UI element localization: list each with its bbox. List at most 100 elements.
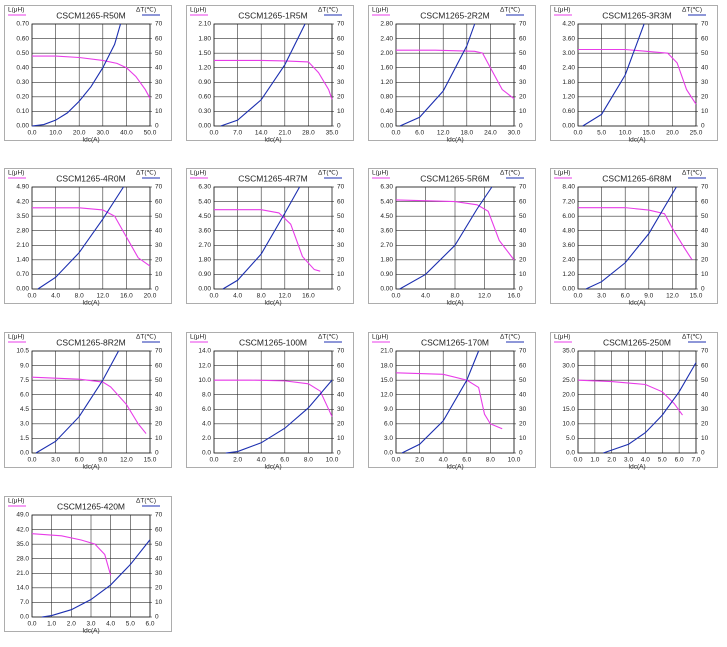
y2-tick-label: 40	[701, 227, 709, 234]
y2-tick-label: 30	[337, 406, 345, 413]
y2-tick-label: 30	[337, 79, 345, 86]
y-tick-label: 12.0	[198, 362, 211, 369]
y2-tick-label: 70	[155, 184, 163, 191]
x-tick-label: 20.0	[144, 293, 157, 300]
x-tick-label: 9.0	[98, 457, 107, 464]
axis-label: ΔT(℃)	[500, 334, 520, 341]
y-tick-label: 3.60	[198, 227, 211, 234]
y2-tick-label: 10	[155, 271, 163, 278]
axis-label: ΔT(℃)	[136, 7, 156, 14]
y2-tick-label: 40	[519, 64, 527, 71]
y-tick-label: 35.0	[16, 541, 29, 548]
x-tick-label: 4.0	[641, 457, 650, 464]
chart-title: CSCM1265-5R6M	[420, 173, 489, 183]
x-tick-label: 12.0	[278, 293, 291, 300]
y2-tick-label: 60	[155, 198, 163, 205]
panel-frame	[550, 5, 718, 141]
y2-tick-label: 10	[337, 435, 345, 442]
y2-tick-label: 0	[519, 286, 523, 293]
x-tick-label: 6.0	[145, 621, 154, 628]
y2-tick-label: 50	[155, 50, 163, 57]
x-axis-label: Idc(A)	[446, 464, 463, 471]
y2-tick-label: 10	[155, 599, 163, 606]
y-tick-label: 7.20	[562, 198, 575, 205]
y-tick-label: 6.0	[202, 406, 211, 413]
y-tick-label: 25.0	[562, 377, 575, 384]
x-tick-label: 3.0	[624, 457, 633, 464]
y-tick-label: 1.50	[198, 50, 211, 57]
axis-label: L(μH)	[8, 7, 24, 14]
x-tick-label: 10.0	[326, 457, 339, 464]
chart-title: CSCM1265-8R2M	[56, 337, 125, 347]
y2-tick-label: 60	[155, 526, 163, 533]
y2-tick-label: 40	[701, 391, 709, 398]
chart-title: CSCM1265-1R5M	[238, 10, 307, 20]
x-tick-label: 28.0	[302, 130, 315, 137]
y2-tick-label: 70	[519, 184, 527, 191]
axis-label: ΔT(℃)	[500, 7, 520, 14]
y2-tick-label: 70	[155, 21, 163, 28]
y-tick-label: 4.20	[562, 21, 575, 28]
series-line	[401, 350, 480, 454]
y-tick-label: 0.20	[16, 94, 29, 101]
x-tick-label: 0.0	[391, 293, 400, 300]
axis-label: ΔT(℃)	[318, 7, 338, 14]
y2-tick-label: 30	[155, 79, 163, 86]
x-tick-label: 12.0	[96, 293, 109, 300]
x-tick-label: 4.0	[421, 293, 430, 300]
y-tick-label: 3.0	[20, 421, 29, 428]
y-tick-label: 0.00	[16, 123, 29, 130]
series-line	[214, 59, 333, 100]
y2-tick-label: 20	[337, 94, 345, 101]
y-tick-label: 0.90	[198, 79, 211, 86]
x-tick-label: 16.0	[302, 293, 315, 300]
y-tick-label: 5.40	[380, 198, 393, 205]
x-axis-label: Idc(A)	[264, 300, 281, 307]
plot-frame	[213, 186, 333, 290]
series-line	[577, 379, 683, 416]
x-tick-label: 6.0	[75, 457, 84, 464]
y2-tick-label: 40	[155, 227, 163, 234]
y2-tick-label: 10	[701, 271, 709, 278]
x-tick-label: 3.0	[597, 293, 606, 300]
x-tick-label: 6.0	[415, 130, 424, 137]
y-tick-label: 2.10	[16, 242, 29, 249]
x-tick-label: 2.0	[233, 457, 242, 464]
y2-tick-label: 10	[337, 271, 345, 278]
y-tick-label: 42.0	[16, 526, 29, 533]
x-tick-label: 1.0	[47, 621, 56, 628]
y-tick-label: 0.00	[198, 123, 211, 130]
y-tick-label: 0.00	[380, 123, 393, 130]
chart-title: CSCM1265-170M	[421, 337, 489, 347]
x-tick-label: 0.0	[209, 293, 218, 300]
y2-tick-label: 70	[519, 348, 527, 355]
y2-tick-label: 10	[519, 108, 527, 115]
y-tick-label: 0.50	[16, 50, 29, 57]
chart-title: CSCM1265-250M	[603, 337, 671, 347]
chart-title: CSCM1265-6R8M	[602, 173, 671, 183]
chart-title: CSCM1265-420M	[57, 501, 125, 511]
x-tick-label: 50.0	[144, 130, 157, 137]
axis-label: L(μH)	[554, 170, 570, 177]
y-tick-label: 0.70	[16, 21, 29, 28]
x-tick-label: 2.0	[607, 457, 616, 464]
series-line	[214, 379, 333, 417]
y-tick-label: 4.0	[202, 421, 211, 428]
x-tick-label: 8.0	[75, 293, 84, 300]
y-tick-label: 1.60	[380, 64, 393, 71]
x-tick-label: 10.0	[508, 457, 521, 464]
y2-tick-label: 0	[155, 450, 159, 457]
x-tick-label: 10.0	[49, 130, 62, 137]
y-tick-label: 0.40	[380, 108, 393, 115]
y-tick-label: 0.80	[380, 94, 393, 101]
y2-tick-label: 50	[337, 213, 345, 220]
series-line	[32, 55, 151, 99]
y2-tick-label: 0	[519, 450, 523, 457]
x-tick-label: 0.0	[573, 130, 582, 137]
y2-tick-label: 60	[155, 362, 163, 369]
y-tick-label: 1.80	[380, 257, 393, 264]
y2-tick-label: 50	[155, 541, 163, 548]
y-tick-label: 6.30	[198, 184, 211, 191]
series-line	[582, 23, 645, 127]
y-tick-label: 15.0	[380, 377, 393, 384]
